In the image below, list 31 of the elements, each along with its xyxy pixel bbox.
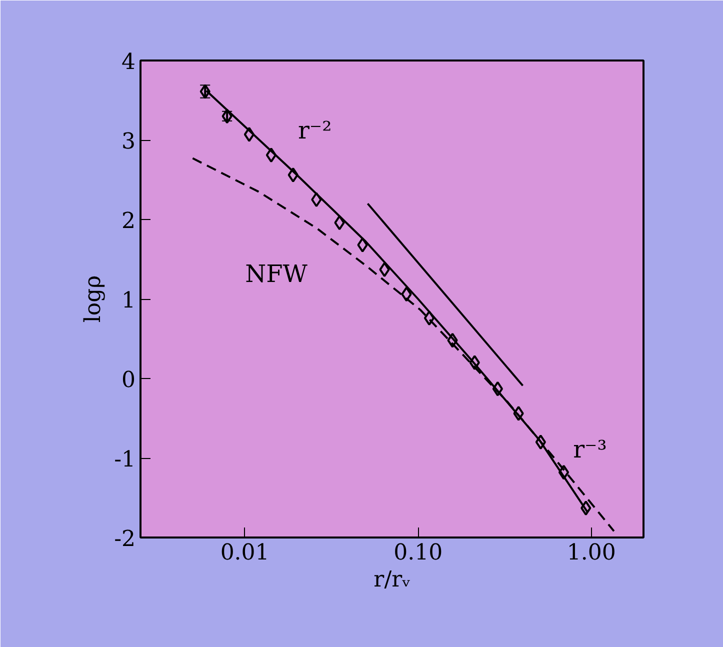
x-tick-label: 0.10	[394, 540, 443, 566]
point	[447, 332, 458, 348]
y-tick-label: 2	[122, 209, 136, 234]
x-tick-label: 1.00	[566, 540, 616, 566]
point	[424, 310, 435, 326]
annotation: NFW	[245, 260, 308, 288]
annotation: r⁻²	[298, 116, 332, 145]
x-tick-label: 0.01	[220, 540, 270, 566]
point	[357, 237, 368, 252]
point	[558, 464, 570, 480]
point	[469, 355, 480, 370]
annotation: r⁻³	[573, 435, 607, 464]
y-tick-label: 4	[122, 50, 136, 75]
point	[401, 286, 412, 302]
y-tick-label: 0	[122, 368, 136, 393]
point	[244, 126, 255, 142]
point	[492, 381, 504, 396]
point	[334, 215, 345, 230]
point	[379, 262, 390, 278]
point	[513, 406, 524, 421]
point	[311, 192, 322, 208]
point	[580, 500, 592, 516]
point	[266, 148, 277, 163]
x-axis-title: r/rᵥ	[374, 568, 410, 592]
y-tick-label: 1	[122, 288, 136, 314]
y-tick-label: -2	[114, 527, 136, 552]
point	[288, 167, 298, 182]
y-tick-label: -1	[114, 448, 136, 472]
y-axis-title: logρ	[81, 275, 106, 323]
point	[535, 434, 546, 450]
y-tick-label: 3	[122, 130, 136, 154]
